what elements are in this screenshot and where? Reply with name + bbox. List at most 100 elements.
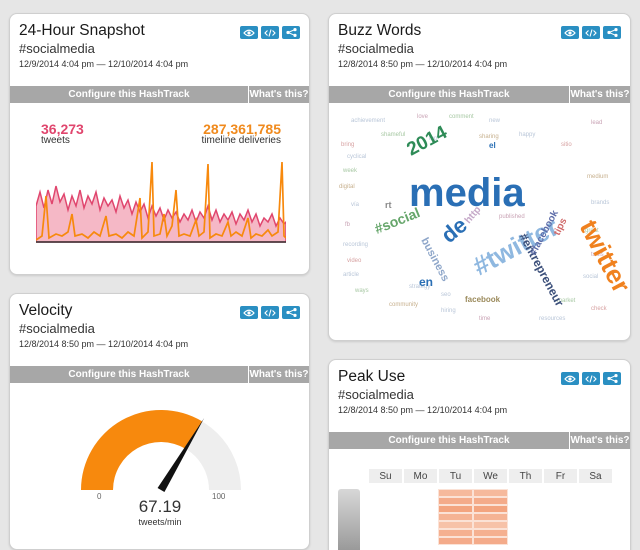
whats-this-link[interactable]: What's this? <box>248 86 309 103</box>
svg-text:week: week <box>342 168 358 174</box>
card-title: Buzz Words <box>338 22 422 39</box>
heat-cell <box>438 537 473 545</box>
svg-text:social: social <box>583 274 598 280</box>
word-media: media <box>409 171 525 215</box>
svg-text:love: love <box>417 114 429 120</box>
snapshot-card: 24-Hour Snapshot #socialmedia 12/9/2014 … <box>9 13 310 275</box>
embed-button[interactable] <box>261 306 279 319</box>
velocity-gauge <box>81 409 241 493</box>
day-header: Su <box>368 468 403 484</box>
svg-text:community: community <box>389 302 418 308</box>
tweets-area <box>36 185 286 243</box>
svg-text:top: top <box>429 136 438 142</box>
share-icon <box>606 28 618 37</box>
code-icon <box>264 28 276 37</box>
embed-button[interactable] <box>582 372 600 385</box>
configure-link[interactable]: Configure this HashTrack <box>388 89 510 100</box>
configure-link[interactable]: Configure this HashTrack <box>388 435 510 446</box>
heat-cell <box>473 537 508 545</box>
configure-link[interactable]: Configure this HashTrack <box>68 369 190 380</box>
hashtag-label[interactable]: #socialmedia <box>19 41 95 56</box>
peak-scale-bar <box>338 489 360 550</box>
hashtag-label[interactable]: #socialmedia <box>19 321 95 336</box>
configure-link[interactable]: Configure this HashTrack <box>68 89 190 100</box>
day-header: We <box>473 468 508 484</box>
share-button[interactable] <box>603 372 621 385</box>
velocity-unit: tweets/min <box>138 517 182 527</box>
buzzwords-card: Buzz Words #socialmedia 12/8/2014 8:50 p… <box>328 13 631 341</box>
eye-icon <box>243 309 255 317</box>
heat-cell <box>438 497 473 505</box>
heat-cell <box>473 489 508 497</box>
heat-cell <box>438 505 473 513</box>
peak-heatmap <box>438 489 508 545</box>
date-range: 12/8/2014 8:50 pm — 12/10/2014 4:04 pm <box>338 405 508 415</box>
embed-button[interactable] <box>261 26 279 39</box>
word-twitter: twitter <box>574 215 631 298</box>
hashtag-label[interactable]: #socialmedia <box>338 41 414 56</box>
whats-this-link[interactable]: What's this? <box>248 366 309 383</box>
svg-text:new: new <box>489 118 501 124</box>
hashtag-label[interactable]: #socialmedia <box>338 387 414 402</box>
word-en: en <box>419 275 433 289</box>
card-title: Peak Use <box>338 368 406 385</box>
date-range: 12/8/2014 8:50 pm — 12/10/2014 4:04 pm <box>19 339 189 349</box>
svg-text:achievement: achievement <box>351 118 385 124</box>
heat-cell <box>473 497 508 505</box>
svg-text:comment: comment <box>449 114 474 120</box>
code-icon <box>264 308 276 317</box>
deliveries-count: 287,361,785 <box>203 121 281 137</box>
day-header: Tu <box>438 468 473 484</box>
configure-bar: Configure this HashTrack What's this? <box>329 86 630 103</box>
view-button[interactable] <box>240 306 258 319</box>
eye-icon <box>564 375 576 383</box>
svg-text:cyclical: cyclical <box>347 154 366 160</box>
svg-text:great: great <box>585 228 599 234</box>
embed-button[interactable] <box>582 26 600 39</box>
code-icon <box>585 28 597 37</box>
view-button[interactable] <box>561 26 579 39</box>
whats-this-link[interactable]: What's this? <box>569 432 630 449</box>
svg-text:strategy: strategy <box>409 284 430 290</box>
view-button[interactable] <box>561 372 579 385</box>
date-range: 12/8/2014 8:50 pm — 12/10/2014 4:04 pm <box>338 59 508 69</box>
gauge-needle <box>157 417 205 493</box>
svg-text:lead: lead <box>591 120 602 126</box>
heat-cell <box>473 529 508 537</box>
share-button[interactable] <box>603 26 621 39</box>
configure-bar: Configure this HashTrack What's this? <box>329 432 630 449</box>
svg-text:digital: digital <box>339 184 355 190</box>
svg-text:sitio: sitio <box>561 142 572 148</box>
share-button[interactable] <box>282 306 300 319</box>
share-icon <box>285 28 297 37</box>
word-el: el <box>489 141 496 150</box>
configure-bar: Configure this HashTrack What's this? <box>10 366 309 383</box>
card-actions <box>561 372 621 385</box>
gauge-min-label: 0 <box>97 492 102 501</box>
svg-text:medium: medium <box>587 174 608 180</box>
share-button[interactable] <box>282 26 300 39</box>
velocity-card: Velocity #socialmedia 12/8/2014 8:50 pm … <box>9 293 310 550</box>
heat-cell <box>473 513 508 521</box>
svg-text:check: check <box>591 306 608 312</box>
heat-cell <box>438 529 473 537</box>
svg-text:recording: recording <box>343 242 368 248</box>
date-range: 12/9/2014 4:04 pm — 12/10/2014 4:04 pm <box>19 59 189 69</box>
peak-day-headers: Su Mo Tu We Th Fr Sa <box>368 468 613 484</box>
heat-cell <box>438 521 473 529</box>
share-icon <box>606 374 618 383</box>
view-button[interactable] <box>240 26 258 39</box>
activity-sparkline <box>36 161 286 243</box>
svg-text:time: time <box>479 316 491 322</box>
tweets-label: tweets <box>41 135 70 146</box>
day-header: Th <box>508 468 543 484</box>
configure-bar: Configure this HashTrack What's this? <box>10 86 309 103</box>
day-header: Fr <box>543 468 578 484</box>
heat-cell <box>473 505 508 513</box>
svg-text:published: published <box>499 214 525 220</box>
gauge-max-label: 100 <box>212 492 226 501</box>
svg-text:happy: happy <box>519 132 535 138</box>
code-icon <box>585 374 597 383</box>
svg-text:article: article <box>343 272 360 278</box>
whats-this-link[interactable]: What's this? <box>569 86 630 103</box>
